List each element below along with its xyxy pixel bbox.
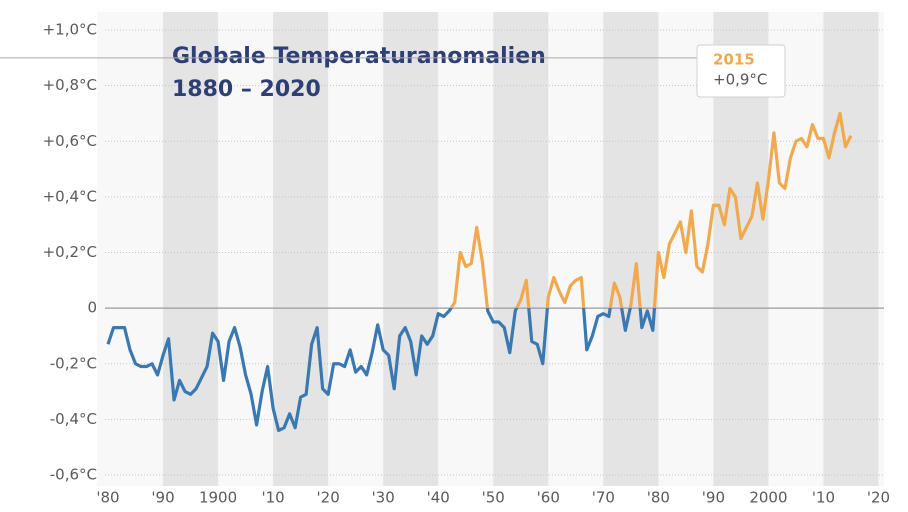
y-tick-label: +0,6°C <box>43 132 97 150</box>
y-tick-label: +0,4°C <box>43 187 97 205</box>
chart-title: Globale Temperaturanomalien <box>172 44 546 69</box>
x-tick-label: 2000 <box>749 489 787 507</box>
temperature-line <box>106 111 853 433</box>
x-tick-label: '30 <box>372 489 395 507</box>
x-tick-label: '80 <box>96 489 119 507</box>
y-tick-label: -0,4°C <box>50 410 97 428</box>
x-tick-label: '60 <box>537 489 560 507</box>
y-tick-label: 0 <box>87 299 97 317</box>
y-tick-label: -0,6°C <box>50 466 97 484</box>
x-tick-label: '90 <box>151 489 174 507</box>
decade-band <box>823 12 879 486</box>
x-tick-label: '90 <box>702 489 725 507</box>
x-tick-label: '10 <box>812 489 835 507</box>
x-tick-label: '20 <box>317 489 340 507</box>
y-tick-label: +0,8°C <box>43 76 97 94</box>
annotation-value: +0,9°C <box>713 71 767 89</box>
x-tick-label: '70 <box>592 489 615 507</box>
x-tick-label: '80 <box>647 489 670 507</box>
decade-band <box>163 12 219 486</box>
x-tick-label: '40 <box>427 489 450 507</box>
y-tick-label: -0,2°C <box>50 354 97 372</box>
x-tick-label: 1900 <box>199 489 237 507</box>
x-tick-label: '20 <box>867 489 890 507</box>
decade-band <box>603 12 659 486</box>
decade-band <box>273 12 329 486</box>
y-tick-label: +0,2°C <box>43 243 97 261</box>
decade-band <box>383 12 439 486</box>
y-tick-label: +1,0°C <box>43 21 97 39</box>
x-tick-label: '10 <box>262 489 285 507</box>
annotation-year: 2015 <box>713 51 755 69</box>
decade-band <box>493 12 549 486</box>
x-tick-label: '50 <box>482 489 505 507</box>
chart-subtitle: 1880 – 2020 <box>172 77 321 102</box>
annotation-box <box>696 44 786 98</box>
